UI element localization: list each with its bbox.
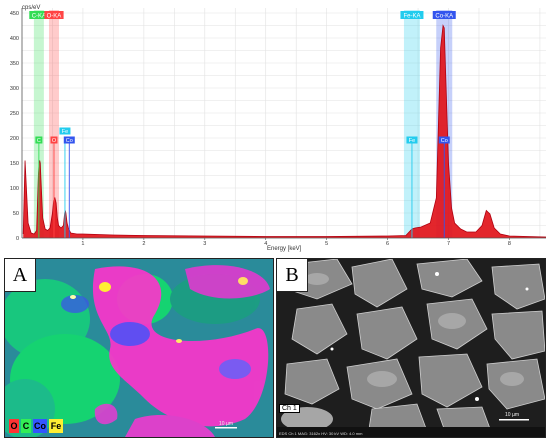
channel-label: Ch 1	[279, 404, 300, 413]
x-tick-label: 6	[386, 241, 389, 247]
y-tick-label: 100	[10, 186, 19, 192]
y-tick-label: 0	[16, 236, 19, 242]
panel-b-label: B	[277, 259, 308, 292]
x-tick-label: 7	[447, 241, 450, 247]
band-label-2: Fe-KA	[403, 14, 420, 20]
peak-marker-bg-5	[438, 136, 450, 144]
peak-markers: C O Fe Co Fe Co	[35, 127, 450, 238]
band-label-0: C-KA	[32, 14, 46, 20]
band-label-3: Co-KA	[435, 14, 453, 20]
panel-a-scale-label: 10 µm	[219, 421, 233, 427]
peak-marker-label-3: Co	[66, 138, 73, 144]
element-band-2	[403, 10, 420, 238]
chart-axes: 0 50 100 150 200 250 300 350 400 450 1 2 3 4 5 6 7 8	[10, 8, 546, 247]
x-tick-label: 3	[203, 241, 206, 247]
series-area	[23, 25, 546, 238]
y-tick-label: 300	[10, 86, 19, 92]
x-tick-label: 8	[508, 241, 511, 247]
y-tick-label: 150	[10, 161, 19, 167]
x-tick-label: 5	[325, 241, 328, 247]
sem-micrograph	[277, 259, 545, 437]
legend-c: C	[21, 419, 31, 433]
peak-marker-label-5: Co	[441, 138, 448, 144]
element-band-1	[48, 10, 59, 238]
y-tick-label: 250	[10, 111, 19, 117]
peak-marker-label-4: Fe	[409, 138, 415, 144]
x-tick-label: 2	[142, 241, 145, 247]
band-label-bg-2	[400, 11, 424, 19]
peak-marker-label-2: Fe	[62, 129, 68, 135]
y-tick-label: 350	[10, 61, 19, 67]
band-label-bg-1	[44, 11, 64, 19]
sem-metadata: EDS Ch 1 MAG: 3162x HV: 30 kV WD: 4.0 mm	[279, 431, 363, 436]
eds-spectrum-chart: C-KA O-KA Fe-KA Co-KA C O Fe Co Fe Co 0 50 100 150 2…	[9, 5, 547, 252]
element-band-0	[33, 10, 44, 238]
x-axis-label: Energy [keV]	[267, 246, 302, 252]
legend-fe: Fe	[49, 419, 63, 433]
series-line	[22, 24, 547, 238]
band-label-bg-0	[29, 11, 49, 19]
band-label-bg-3	[432, 11, 456, 19]
y-tick-label: 200	[10, 136, 19, 142]
peak-marker-label-1: O	[52, 138, 57, 144]
panel-a-label: A	[5, 259, 36, 292]
legend-co: Co	[33, 419, 47, 433]
x-tick-label: 4	[264, 241, 267, 247]
x-tick-label: 1	[81, 241, 84, 247]
band-label-1: O-KA	[47, 14, 62, 20]
y-tick-label: 400	[10, 36, 19, 42]
panel-a-elemental-map: A O C Co Fe 10 µm	[4, 258, 274, 438]
eds-map-image	[5, 259, 273, 437]
y-tick-label: 450	[10, 11, 19, 17]
panel-b-sem-image: Ch 1 EDS Ch 1 MAG: 3162x HV: 30 kV WD: 4…	[276, 258, 546, 438]
y-axis-label: cps/eV	[22, 5, 40, 11]
peak-marker-bg-2	[59, 127, 71, 135]
legend-o: O	[9, 419, 19, 433]
chart-grid	[22, 8, 546, 239]
panel-b-scale-label: 10 µm	[505, 412, 519, 418]
peak-marker-label-0: C	[37, 138, 41, 144]
peak-marker-bg-0	[35, 136, 43, 144]
peak-marker-bg-1	[50, 136, 58, 144]
peak-marker-bg-4	[406, 136, 418, 144]
y-tick-label: 50	[13, 211, 19, 217]
peak-marker-bg-3	[63, 136, 75, 144]
spectrum-series	[22, 24, 547, 238]
